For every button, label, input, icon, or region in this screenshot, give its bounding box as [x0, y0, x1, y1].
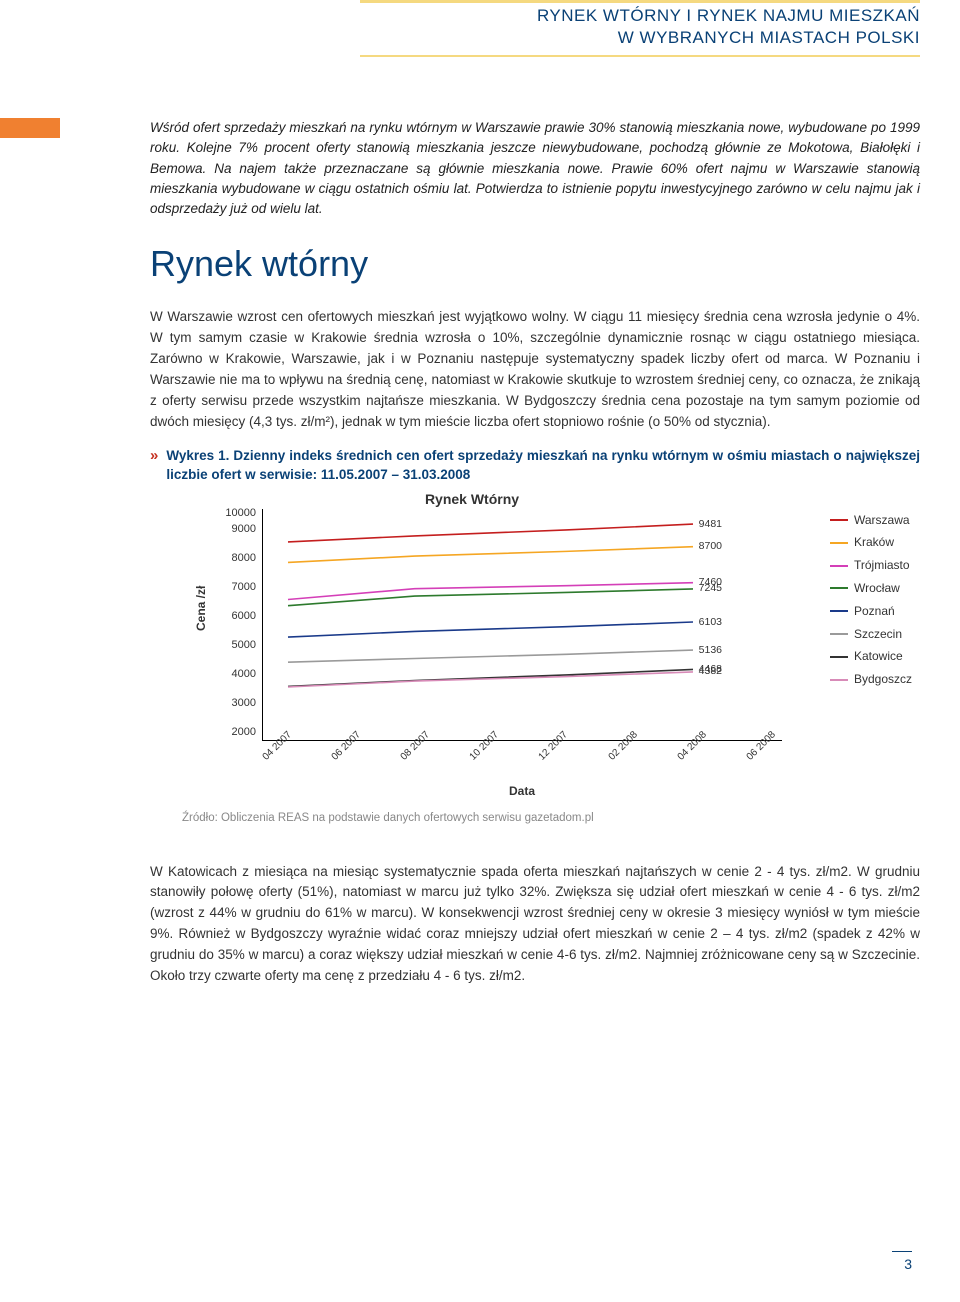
y-axis-label: Cena /zł	[194, 509, 208, 798]
legend-label: Trójmiasto	[854, 554, 910, 577]
x-axis-label: Data	[262, 784, 782, 798]
legend-swatch	[830, 679, 848, 681]
legend-swatch	[830, 610, 848, 612]
margin-accent-strip	[0, 118, 60, 138]
legend-label: Poznań	[854, 600, 895, 623]
body-paragraph-2: W Katowicach z miesiąca na miesiąc syste…	[150, 862, 920, 988]
legend-label: Wrocław	[854, 577, 900, 600]
series-line-szczecin	[288, 650, 693, 662]
series-end-value: 6103	[699, 616, 722, 628]
y-tick-label: 4000	[214, 668, 256, 697]
series-line-wrocław	[288, 588, 693, 605]
legend-item: Trójmiasto	[830, 554, 912, 577]
y-tick-label: 5000	[214, 639, 256, 668]
legend-label: Bydgoszcz	[854, 668, 912, 691]
series-end-value: 4382	[699, 665, 722, 677]
title-line-1: RYNEK WTÓRNY I RYNEK NAJMU MIESZKAŃ	[537, 6, 920, 25]
y-axis-ticks: 1000090008000700060005000400030002000	[214, 509, 256, 798]
legend-swatch	[830, 565, 848, 567]
legend-item: Katowice	[830, 645, 912, 668]
title-line-2: W WYBRANYCH MIASTACH POLSKI	[618, 28, 920, 47]
series-end-value: 7245	[699, 582, 722, 594]
legend-label: Kraków	[854, 531, 894, 554]
legend-item: Szczecin	[830, 623, 912, 646]
legend-swatch	[830, 519, 848, 521]
report-header: RYNEK WTÓRNY I RYNEK NAJMU MIESZKAŃ W WY…	[360, 0, 920, 57]
legend-item: Bydgoszcz	[830, 668, 912, 691]
series-end-value: 8700	[699, 540, 722, 552]
intro-paragraph: Wśród ofert sprzedaży mieszkań na rynku …	[150, 118, 920, 219]
legend-item: Poznań	[830, 600, 912, 623]
series-end-value: 5136	[699, 644, 722, 656]
series-line-bydgoszcz	[288, 671, 693, 686]
x-axis-ticks: 04 200706 200708 200710 200712 200702 20…	[262, 745, 782, 756]
legend-swatch	[830, 587, 848, 589]
series-end-value: 9481	[699, 518, 722, 530]
series-line-warszawa	[288, 524, 693, 542]
section-heading: Rynek wtórny	[150, 243, 920, 285]
y-tick-label: 8000	[214, 552, 256, 581]
y-tick-label: 10000	[214, 509, 256, 524]
body-paragraph-1: W Warszawie wzrost cen ofertowych mieszk…	[150, 307, 920, 433]
header-rule-top	[360, 0, 920, 3]
page-content: Wśród ofert sprzedaży mieszkań na rynku …	[150, 118, 920, 1001]
legend-item: Kraków	[830, 531, 912, 554]
y-tick-label: 2000	[214, 726, 256, 755]
legend-swatch	[830, 633, 848, 635]
chart-source: Źródło: Obliczenia REAS na podstawie dan…	[182, 812, 920, 824]
legend-item: Warszawa	[830, 509, 912, 532]
y-tick-label: 3000	[214, 697, 256, 726]
legend-label: Szczecin	[854, 623, 902, 646]
y-tick-label: 7000	[214, 581, 256, 610]
page-number: 3	[892, 1251, 912, 1272]
legend-item: Wrocław	[830, 577, 912, 600]
chart-container: Rynek Wtórny Cena /zł 100009000800070006…	[172, 491, 920, 798]
series-line-kraków	[288, 546, 693, 562]
chevron-icon: »	[150, 447, 158, 465]
series-line-poznań	[288, 622, 693, 637]
legend-swatch	[830, 542, 848, 544]
y-tick-label: 6000	[214, 610, 256, 639]
legend-label: Warszawa	[854, 509, 910, 532]
y-tick-label: 9000	[214, 523, 256, 552]
chart-legend: WarszawaKrakówTrójmiastoWrocławPoznańSzc…	[830, 509, 912, 798]
chart-caption-row: » Wykres 1. Dzienny indeks średnich cen …	[150, 447, 920, 485]
plot-area: 94818700746072456103513644684382	[262, 509, 782, 741]
chart-title: Rynek Wtórny	[172, 491, 772, 507]
legend-label: Katowice	[854, 645, 903, 668]
chart-caption: Wykres 1. Dzienny indeks średnich cen of…	[166, 447, 920, 485]
report-title: RYNEK WTÓRNY I RYNEK NAJMU MIESZKAŃ W WY…	[360, 5, 920, 57]
legend-swatch	[830, 656, 848, 658]
